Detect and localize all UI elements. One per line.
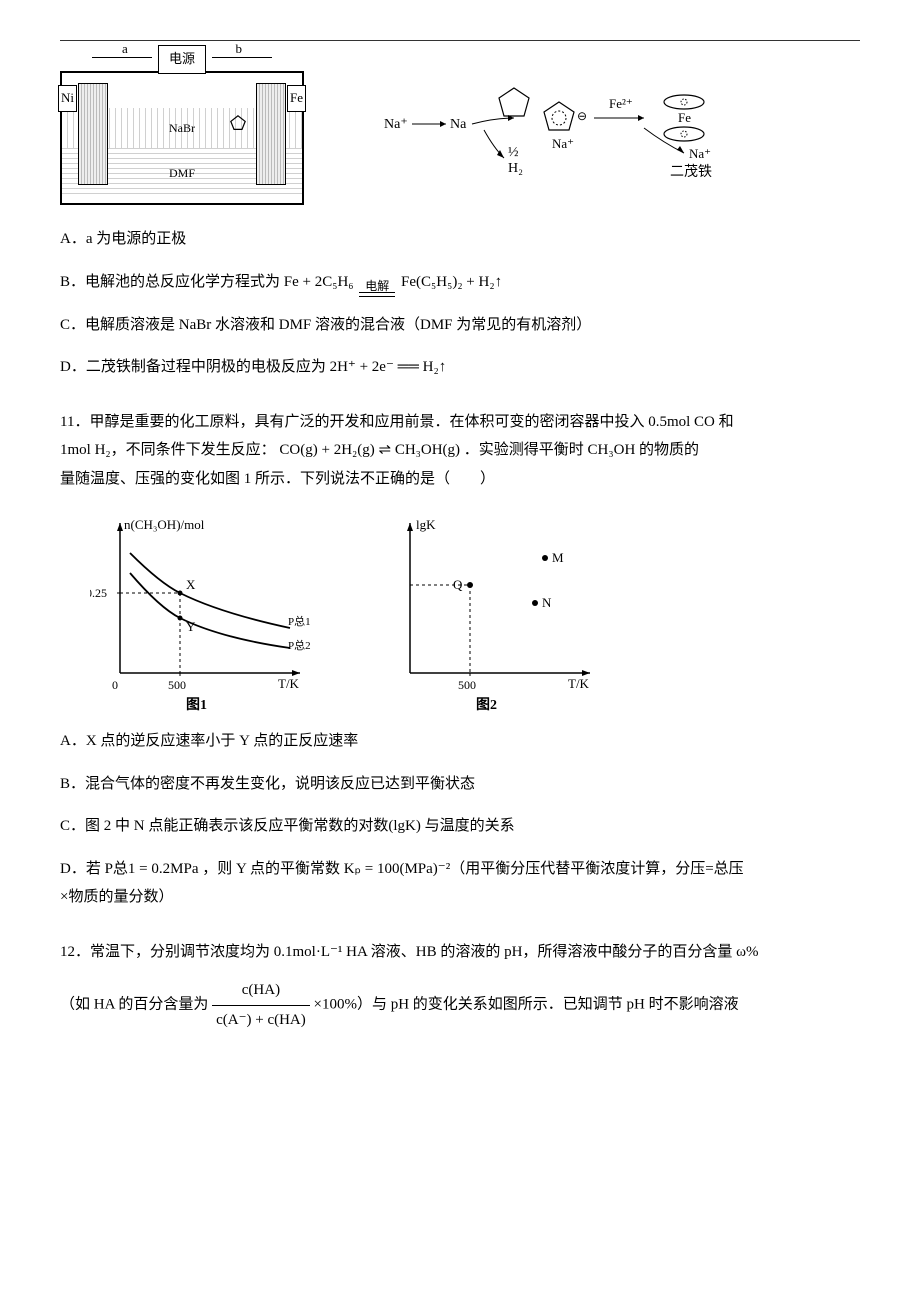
- question-12: 12．常温下，分别调节浓度均为 0.1mol·L⁻¹ HA 溶液、HB 的溶液的…: [60, 938, 860, 1035]
- d-line2: ×物质的量分数）: [60, 889, 173, 905]
- svg-text:500: 500: [168, 678, 186, 692]
- top-rule: [60, 40, 860, 41]
- q10-choice-a: A．a 为电源的正极: [60, 225, 860, 254]
- svg-text:500: 500: [458, 678, 476, 692]
- charts-row: n(CH₃OH)/mol T/K 0.25 500 0 X Y P总1 P总2 …: [90, 513, 860, 713]
- formula-lhs: Fe + 2C₅H₆: [284, 274, 354, 290]
- eq-arrow: 电解: [359, 280, 395, 297]
- svg-text:lgK: lgK: [416, 517, 436, 532]
- choice-text: A．a 为电源的正极: [60, 231, 186, 247]
- svg-text:Na⁺: Na⁺: [552, 136, 574, 151]
- svg-text:P总2: P总2: [288, 638, 311, 652]
- diagrams-row: a b 电源 NaBr DMF Ni Fe Na⁺ Na: [60, 71, 860, 205]
- svg-text:N: N: [542, 595, 552, 610]
- q10-choice-b: B．电解池的总反应化学方程式为 Fe + 2C₅H₆ 电解 Fe(C₅H₅)₂ …: [60, 268, 860, 297]
- q10-choice-d: D．二茂铁制备过程中阴极的电极反应为 2H⁺ + 2e⁻ ══ H₂↑: [60, 353, 860, 382]
- svg-text:0.25: 0.25: [90, 586, 107, 600]
- choice-prefix: D．二茂铁制备过程中阴极的电极反应为: [60, 359, 326, 375]
- svg-text:Y: Y: [186, 619, 196, 634]
- svg-text:Na: Na: [450, 117, 467, 132]
- svg-text:Fe²⁺: Fe²⁺: [609, 96, 633, 111]
- power-source-box: 电源: [158, 45, 206, 74]
- svg-text:图2: 图2: [476, 697, 497, 713]
- formula-d: 2H⁺ + 2e⁻ ══ H₂↑: [330, 359, 447, 375]
- q12-stem-line2: （如 HA 的百分含量为 c(HA) c(A⁻) + c(HA) ×100%）与…: [60, 976, 860, 1034]
- choice-text: C．电解质溶液是 NaBr 水溶液和 DMF 溶液的混合液（DMF 为常见的有机…: [60, 317, 591, 333]
- q11-reaction: CO(g) + 2H₂(g) ⇌ CH₃OH(g): [279, 442, 460, 458]
- fe-electrode: [256, 83, 286, 185]
- q11-choice-c: C．图 2 中 N 点能正确表示该反应平衡常数的对数(lgK) 与温度的关系: [60, 812, 860, 841]
- svg-text:0: 0: [112, 678, 118, 692]
- svg-text:图1: 图1: [186, 697, 207, 713]
- q12-stem-line1: 12．常温下，分别调节浓度均为 0.1mol·L⁻¹ HA 溶液、HB 的溶液的…: [60, 938, 860, 967]
- electrolytic-cell-diagram: a b 电源 NaBr DMF Ni Fe: [60, 71, 304, 205]
- reaction-scheme: Na⁺ Na ⊖ ½ H₂ Na⁺ Fe²⁺: [384, 78, 764, 199]
- q11-stem-line3: 量随温度、压强的变化如图 1 所示．下列说法不正确的是（ ）: [60, 465, 860, 494]
- svg-text:½: ½: [508, 145, 519, 160]
- formula-rhs: Fe(C₅H₅)₂ + H₂↑: [401, 274, 502, 290]
- q11-stem-line1: 11．甲醇是重要的化工原料，具有广泛的开发和应用前景．在体积可变的密闭容器中投入…: [60, 408, 860, 437]
- svg-text:M: M: [552, 550, 564, 565]
- chart-1: n(CH₃OH)/mol T/K 0.25 500 0 X Y P总1 P总2 …: [90, 513, 320, 713]
- svg-text:⊖: ⊖: [577, 109, 587, 123]
- svg-text:P总1: P总1: [288, 614, 311, 628]
- wire-a: [92, 57, 152, 58]
- svg-text:T/K: T/K: [278, 676, 300, 691]
- pentagon-icon: [230, 115, 246, 131]
- d-line1: D．若 P总1 = 0.2MPa ，则 Y 点的平衡常数 Kₚ = 100(MP…: [60, 861, 744, 877]
- wire-b: [212, 57, 272, 58]
- fraction: c(HA) c(A⁻) + c(HA): [212, 976, 310, 1034]
- q11-stem-line2: 1mol H₂，不同条件下发生反应： CO(g) + 2H₂(g) ⇌ CH₃O…: [60, 436, 860, 465]
- svg-text:Fe: Fe: [678, 110, 691, 125]
- svg-text:T/K: T/K: [568, 676, 590, 691]
- question-11: 11．甲醇是重要的化工原料，具有广泛的开发和应用前景．在体积可变的密闭容器中投入…: [60, 408, 860, 494]
- na-plus-1: Na⁺: [384, 117, 408, 132]
- svg-text:Na⁺: Na⁺: [689, 146, 711, 161]
- q11-choice-b: B．混合气体的密度不再发生变化，说明该反应已达到平衡状态: [60, 770, 860, 799]
- choice-prefix: B．电解池的总反应化学方程式为: [60, 274, 280, 290]
- svg-text:n(CH₃OH)/mol: n(CH₃OH)/mol: [124, 517, 205, 532]
- q11-choice-d: D．若 P总1 = 0.2MPa ，则 Y 点的平衡常数 Kₚ = 100(MP…: [60, 855, 860, 912]
- ni-label: Ni: [58, 85, 77, 112]
- svg-text:二茂铁: 二茂铁: [670, 163, 712, 180]
- chart-2: lgK T/K 500 M Q N 图2: [380, 513, 610, 713]
- svg-text:X: X: [186, 577, 196, 592]
- q11-choice-a: A．X 点的逆反应速率小于 Y 点的正反应速率: [60, 727, 860, 756]
- svg-text:H₂: H₂: [508, 161, 523, 176]
- fe-label: Fe: [287, 85, 306, 112]
- q10-choice-c: C．电解质溶液是 NaBr 水溶液和 DMF 溶液的混合液（DMF 为常见的有机…: [60, 311, 860, 340]
- ni-electrode: [78, 83, 108, 185]
